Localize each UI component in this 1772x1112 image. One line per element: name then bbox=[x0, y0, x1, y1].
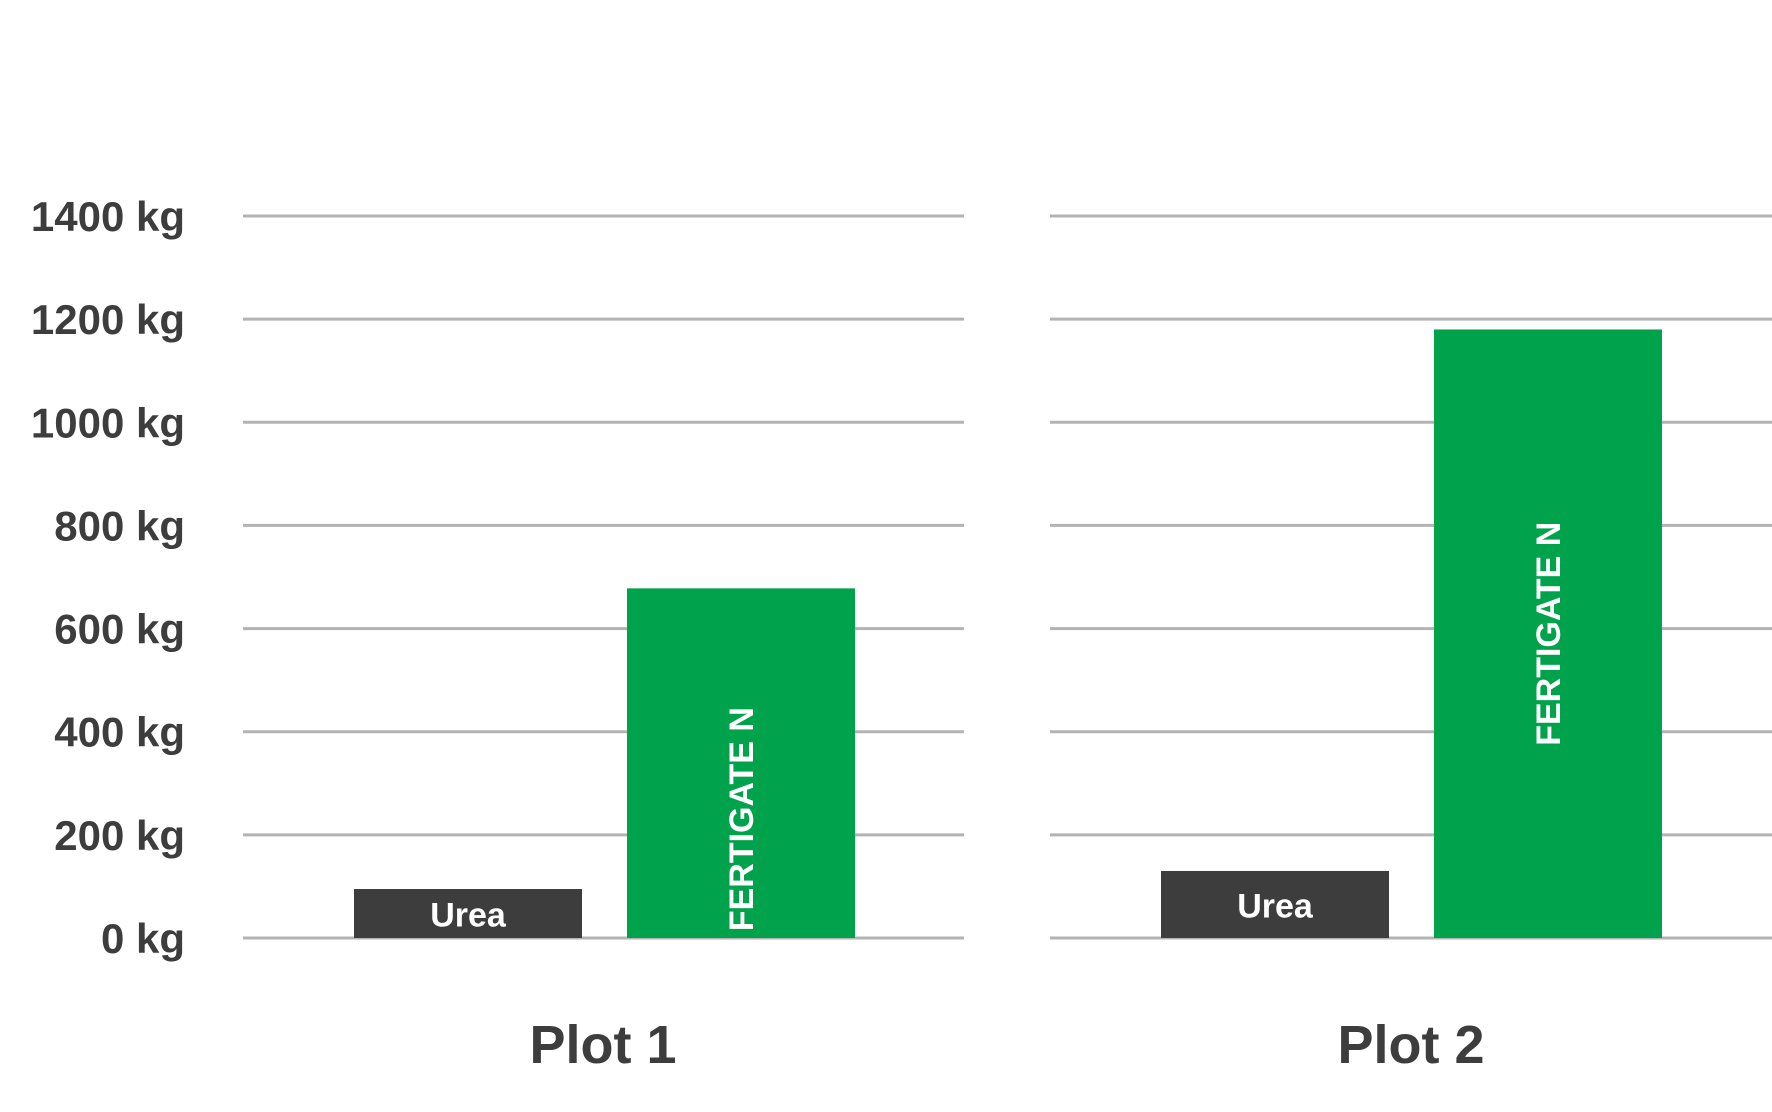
bar-urea-plot-2 bbox=[1161, 870, 1389, 938]
y-tick-label: 1000 kg bbox=[31, 399, 185, 446]
y-tick-label: 1400 kg bbox=[31, 193, 185, 240]
gridlines bbox=[243, 214, 1772, 940]
bar-series-label: FERTIGATE N bbox=[723, 707, 761, 931]
y-tick-label: 800 kg bbox=[54, 502, 185, 549]
y-tick-label: 0 kg bbox=[101, 915, 185, 962]
category-label: Plot 1 bbox=[529, 1015, 676, 1075]
bar-series-label: FERTIGATE N bbox=[1530, 522, 1568, 746]
bar-fertigate-n-plot-1 bbox=[627, 588, 855, 938]
category-label: Plot 2 bbox=[1337, 1015, 1484, 1075]
category-labels: Plot 1 Plot 2 bbox=[529, 1015, 1484, 1075]
y-axis-ticks: 0 kg 200 kg 400 kg 600 kg 800 kg 1000 kg 1200 … bbox=[31, 193, 185, 962]
y-tick-label: 1200 kg bbox=[31, 296, 185, 343]
y-tick-label: 200 kg bbox=[54, 812, 185, 859]
bar-urea-plot-1 bbox=[354, 889, 582, 938]
y-tick-label: 400 kg bbox=[54, 709, 185, 756]
bar-series-label: Urea bbox=[430, 897, 507, 935]
y-tick-label: 600 kg bbox=[54, 606, 185, 653]
bars: Urea FERTIGATE N Urea FERTIGATE N bbox=[354, 329, 1662, 938]
bar-fertigate-n-plot-2 bbox=[1434, 329, 1662, 938]
bar-series-label: Urea bbox=[1237, 887, 1314, 925]
